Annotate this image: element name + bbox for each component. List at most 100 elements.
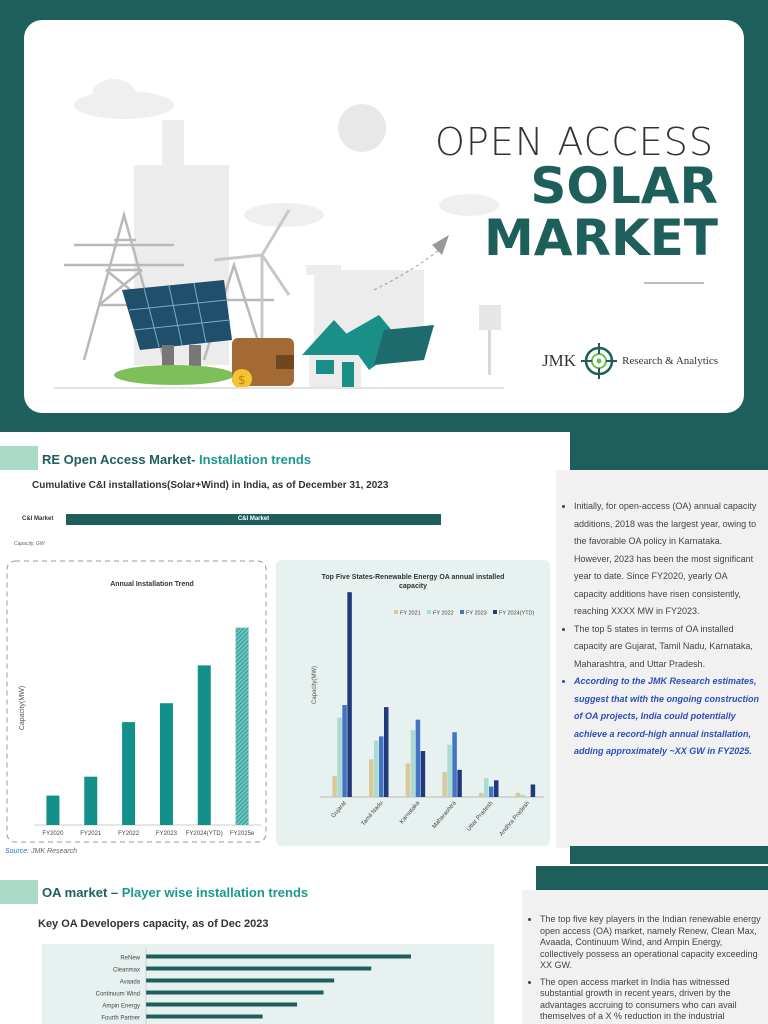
legend-label: FY 2022 (433, 611, 454, 617)
chart-bar (369, 759, 374, 797)
bullet-item: The top five key players in the Indian r… (540, 914, 762, 972)
legend-label: FY 2021 (400, 611, 421, 617)
logo-name: JMK (542, 351, 577, 370)
top-states-chart: Top Five States-Renewable Energy OA annu… (276, 560, 550, 846)
source-prefix: Source: (5, 848, 30, 855)
chart-bar (146, 978, 335, 983)
chart-bar (520, 794, 526, 797)
legend-swatch (460, 610, 464, 614)
x-tick-label: FY2022 (118, 831, 140, 837)
y-tick-label: Fourth Partner (101, 1016, 140, 1022)
section1-title-prefix: RE Open Access Market- (42, 452, 196, 467)
section1-bullets: Initially, for open-access (OA) annual c… (556, 498, 762, 761)
chart-ylabel: Capacity(MW) (19, 686, 26, 730)
chart-title-line2: capacity (399, 583, 427, 590)
ci-market-bar: C&I Market (66, 514, 441, 525)
section1-footer-block (570, 846, 768, 864)
chart-bar (410, 730, 416, 797)
y-tick-label: Avaada (120, 980, 141, 986)
hero-card: $ OPEN ACCESS SOLAR MARKET JMK (24, 20, 744, 413)
x-tick-label: FY2025e (230, 831, 255, 837)
ci-market-bar-label: C&I Market (237, 516, 270, 522)
x-tick-label: FY2024(YTD) (186, 831, 223, 837)
legend-swatch (427, 610, 431, 614)
chart-bar (122, 722, 136, 825)
chart-bar (405, 763, 411, 797)
chart-bar (442, 771, 447, 797)
chart-bar (146, 1002, 298, 1007)
hero-title-line1: OPEN ACCESS (435, 120, 714, 164)
x-tick-label: FY2021 (80, 831, 102, 837)
section2-header-block (536, 866, 768, 890)
chart-bar (146, 990, 324, 995)
legend-label: FY 2023 (466, 611, 487, 617)
chart-bar (374, 740, 379, 797)
chart-bar (447, 744, 452, 797)
chart-bar (484, 778, 489, 797)
source-note: Source: JMK Research (5, 848, 77, 855)
section-tab-marker (0, 880, 38, 904)
chart-bar (347, 592, 352, 797)
legend-label: FY 2024(YTD) (499, 611, 535, 617)
section1-header-block (570, 432, 768, 470)
chart-bar (515, 792, 521, 797)
section2-title: OA market – Player wise installation tre… (42, 885, 308, 900)
chart-bar (146, 966, 372, 971)
chart-bar (489, 786, 494, 797)
legend-swatch (493, 610, 497, 614)
hero-title-main: SOLAR MARKET (484, 160, 718, 264)
chart-bar (46, 795, 60, 825)
section2-title-prefix: OA market – (42, 885, 122, 900)
x-tick-label: FY2023 (156, 831, 178, 837)
chart-bar (415, 719, 421, 797)
chart-bar (342, 705, 347, 797)
bullet-item: The open access market in India has witn… (540, 977, 762, 1023)
chart-bar (379, 736, 384, 797)
section2-subtitle: Key OA Developers capacity, as of Dec 20… (38, 918, 269, 930)
chart-bar (479, 792, 484, 797)
chart-bar (84, 776, 98, 825)
hero-title-line3: MARKET (484, 209, 718, 267)
chart-title-line1: Top Five States-Renewable Energy OA annu… (322, 574, 505, 581)
chart-bar (197, 665, 211, 825)
chart-bar (384, 707, 389, 797)
section1-title-accent: Installation trends (195, 452, 311, 467)
bullet-item-emphasis: According to the JMK Research estimates,… (574, 673, 762, 761)
ci-market-label: C&I Market (22, 516, 54, 522)
chart-bar (159, 703, 173, 825)
chart-bar (494, 780, 499, 797)
crosshair-icon (581, 343, 618, 379)
legend-swatch (394, 610, 398, 614)
hero-illustration: $ (54, 79, 504, 389)
capacity-note: Capacity, GW (14, 541, 45, 547)
chart-bar (420, 751, 426, 797)
hero-banner: $ OPEN ACCESS SOLAR MARKET JMK (0, 0, 768, 432)
chart-bar (235, 627, 249, 825)
chart-bar (452, 732, 457, 797)
y-tick-label: ReNew (120, 956, 140, 962)
section1-title: RE Open Access Market- Installation tren… (42, 452, 311, 467)
y-tick-label: Ampin Energy (102, 1004, 140, 1010)
svg-text:$: $ (238, 373, 246, 387)
section2-title-accent: Player wise installation trends (121, 885, 309, 900)
section2-notes-panel (522, 890, 768, 1024)
section-tab-marker (0, 446, 38, 470)
x-tick-label: FY2020 (42, 831, 64, 837)
chart-bar (146, 1014, 263, 1019)
source-text: JMK Research (29, 848, 77, 855)
y-tick-label: Cleanmax (113, 968, 140, 974)
jmk-logo: JMK Research & Analytics (542, 342, 718, 380)
annual-installation-chart: Annual Installation Trend Capacity(MW) F… (6, 560, 267, 843)
chart-bar (457, 769, 462, 797)
developers-capacity-chart: ReNew Cleanmax Avaada Continuum Wind Ampin E… (42, 944, 494, 1024)
section1-subtitle: Cumulative C&I installations(Solar+Wind)… (32, 480, 389, 491)
chart-bar (332, 776, 337, 797)
chart-bar (146, 954, 411, 959)
bullet-item: Initially, for open-access (OA) annual c… (574, 498, 762, 621)
logo-tagline: Research & Analytics (622, 355, 718, 367)
section2-bullets: The top five key players in the Indian r… (522, 914, 762, 1023)
y-tick-label: Continuum Wind (96, 992, 140, 998)
chart-bar (337, 717, 342, 797)
hero-title-line2: SOLAR (530, 157, 718, 215)
chart-bar (530, 784, 536, 797)
